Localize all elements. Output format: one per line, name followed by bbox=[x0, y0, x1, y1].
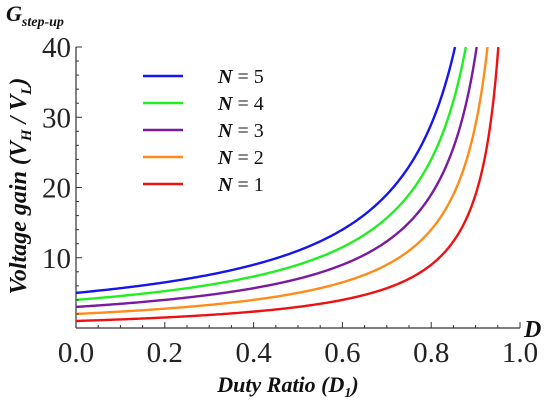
series-line-n1 bbox=[76, 47, 500, 323]
series-layer bbox=[76, 47, 500, 323]
series-line-n5 bbox=[76, 47, 457, 295]
x-tick-label: 0.0 bbox=[58, 337, 94, 369]
chart-title: Gstep-up bbox=[6, 1, 64, 30]
x-axis-label: Duty Ratio (D1) bbox=[216, 372, 358, 401]
y-tick-label: 10 bbox=[42, 243, 71, 275]
legend-label: N = 4 bbox=[217, 93, 264, 115]
legend-label: N = 3 bbox=[217, 120, 264, 142]
x-axis-letter: D bbox=[523, 317, 541, 343]
series-line-n4 bbox=[76, 47, 468, 302]
x-tick-label: 0.6 bbox=[324, 337, 360, 369]
series-line-n3 bbox=[76, 47, 478, 309]
y-tick-label: 40 bbox=[42, 32, 71, 64]
y-tick-label: 30 bbox=[42, 102, 71, 134]
x-tick-label: 1.0 bbox=[502, 337, 538, 369]
legend: N = 5 N = 4 N = 3 N = 2 N = 1 bbox=[143, 66, 264, 196]
legend-label: N = 2 bbox=[217, 147, 264, 169]
y-axis-label: Voltage gain (VH / VL) bbox=[6, 78, 35, 295]
y-tick-label: 20 bbox=[42, 173, 71, 205]
x-tick-label: 0.2 bbox=[147, 337, 183, 369]
x-tick-label: 0.4 bbox=[235, 337, 272, 369]
series-line-n2 bbox=[76, 47, 489, 316]
ticks-layer: 0.0 0.2 0.4 0.6 0.8 1.0 10 20 30 40 bbox=[42, 32, 538, 369]
x-tick-label: 0.8 bbox=[413, 337, 449, 369]
legend-label: N = 5 bbox=[217, 66, 264, 88]
legend-label: N = 1 bbox=[217, 174, 264, 196]
